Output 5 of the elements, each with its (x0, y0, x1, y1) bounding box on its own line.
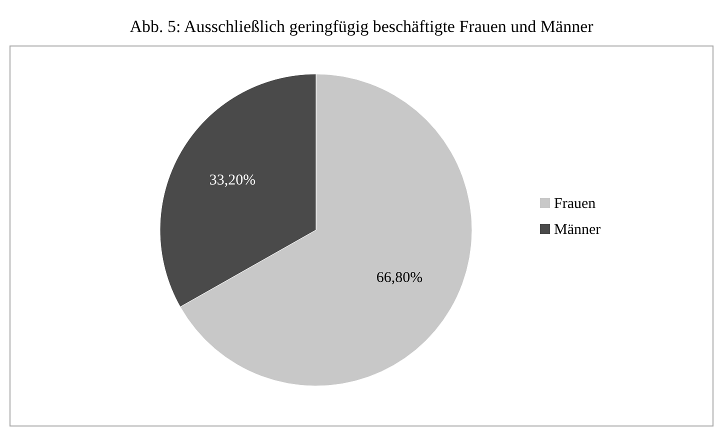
legend-label: Frauen (554, 196, 596, 212)
data-label: 66,80% (376, 270, 423, 286)
legend-label: Männer (554, 222, 601, 238)
data-label: 33,20% (209, 172, 256, 189)
chart-title: Abb. 5: Ausschließlich geringfügig beschäftigte Frauen und Männer (130, 17, 594, 36)
